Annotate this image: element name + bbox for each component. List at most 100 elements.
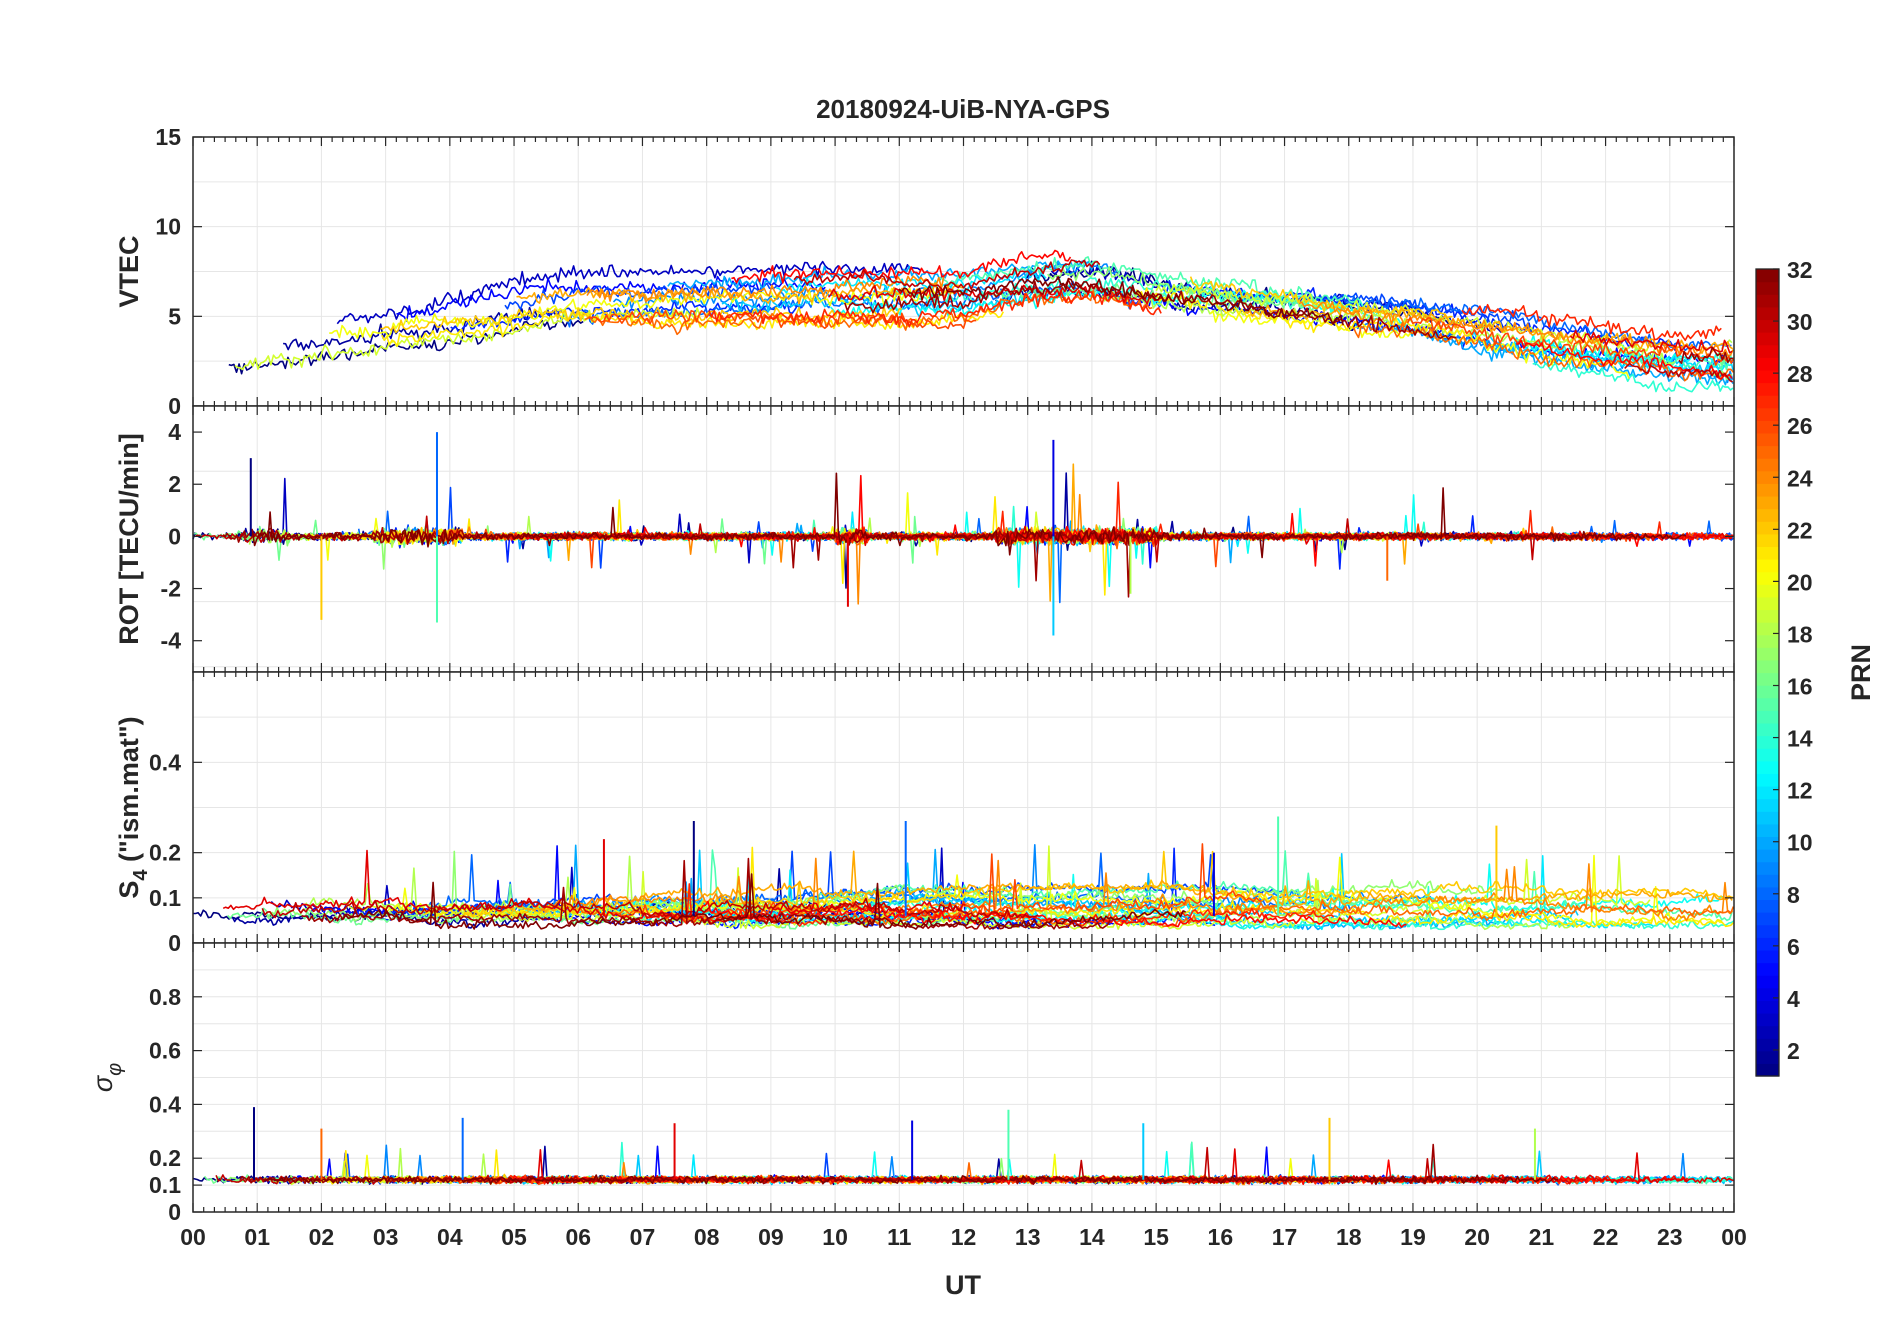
x-tick-label-4: 04 [437, 1224, 463, 1250]
colorbar-step-58 [1756, 332, 1779, 346]
y-tick-label-vtec-3: 15 [155, 124, 181, 150]
y-tick-label-sigma_phi-4: 0.6 [149, 1038, 181, 1064]
series-s4-prn-29 [222, 849, 966, 925]
colorbar-tick-label-10: 22 [1787, 517, 1813, 543]
y-tick-label-vtec-2: 10 [155, 214, 181, 240]
y-axis-label-rot: ROT [TECU/min] [114, 433, 144, 644]
series-vtec-prn-28-pass-2 [731, 249, 1072, 284]
colorbar-step-55 [1756, 369, 1779, 384]
colorbar-step-53 [1756, 395, 1779, 409]
colorbar-step-24 [1756, 760, 1779, 774]
colorbar-step-41 [1756, 546, 1779, 560]
colorbar-step-34 [1756, 634, 1779, 648]
y-tick-label-s4-0: 0 [168, 930, 181, 956]
x-tick-label-7: 07 [630, 1224, 656, 1250]
x-tick-label-18: 18 [1336, 1224, 1362, 1250]
colorbar-step-28 [1756, 710, 1779, 724]
colorbar-step-40 [1756, 559, 1779, 573]
series-vtec-prn-17-pass-2 [1711, 370, 1733, 381]
colorbar-step-38 [1756, 584, 1779, 598]
colorbar-step-50 [1756, 432, 1779, 447]
colorbar-tick-label-7: 16 [1787, 674, 1813, 700]
x-tick-label-5: 05 [501, 1224, 527, 1250]
y-tick-label-rot-4: 4 [168, 419, 181, 445]
series-vtec-prn-15 [938, 256, 1361, 303]
series-vtec-prn-22 [1189, 276, 1453, 319]
colorbar-step-19 [1756, 823, 1779, 838]
y-tick-label-sigma_phi-5: 0.8 [149, 984, 181, 1010]
colorbar-step-6 [1756, 987, 1779, 1001]
series-s4-prn-31 [301, 857, 1112, 930]
x-tick-label-21: 21 [1529, 1224, 1555, 1250]
colorbar-label: PRN [1846, 644, 1876, 701]
series-s4-prn-21 [423, 846, 1734, 928]
x-tick-label-1: 01 [244, 1224, 270, 1250]
colorbar-step-18 [1756, 836, 1779, 850]
x-tick-label-17: 17 [1272, 1224, 1298, 1250]
colorbar-step-51 [1756, 420, 1779, 434]
x-ticks-rot [192, 406, 1735, 672]
series-group-rot [192, 432, 1734, 636]
colorbar-step-13 [1756, 899, 1779, 913]
y-axis-label-vtec: VTEC [114, 235, 144, 307]
colorbar-tick-label-5: 12 [1787, 778, 1813, 804]
x-tick-label-12: 12 [951, 1224, 977, 1250]
series-vtec-prn-28 [1516, 339, 1733, 380]
colorbar-step-49 [1756, 445, 1779, 459]
x-tick-label-23: 23 [1657, 1224, 1683, 1250]
series-vtec-prn-1 [228, 318, 584, 375]
colorbar-tick-label-12: 26 [1787, 413, 1813, 439]
colorbar-step-37 [1756, 596, 1779, 611]
colorbar-step-2 [1756, 1038, 1779, 1052]
colorbar-frame [1755, 268, 1780, 1077]
colorbar-step-26 [1756, 735, 1779, 749]
y-axis-label-sigma_phi: σφ [88, 1063, 126, 1092]
colorbar-step-4 [1756, 1012, 1779, 1027]
colorbar-step-9 [1756, 949, 1779, 964]
colorbar-step-30 [1756, 685, 1779, 699]
series-vtec-prn-22-pass-2 [380, 306, 902, 334]
panel-sigma_phi: 00.10.2 0.4 0.6 0.8 σφ 00 01 02 03 04 05 06 07 08 09 10… [88, 942, 1747, 1250]
colorbar-step-45 [1756, 495, 1779, 510]
y-tick-label-rot-2: 0 [168, 523, 181, 549]
series-group-sigma_phi [192, 1107, 1734, 1186]
x-ticks-sigma_phi [192, 943, 1735, 1212]
y-tick-label-s4-3: 0.4 [149, 749, 181, 775]
x-ticks-s4 [192, 672, 1735, 943]
colorbar-tick-label-4: 10 [1787, 830, 1813, 856]
series-vtec-prn-29 [1569, 329, 1733, 354]
x-tick-label-0: 00 [180, 1224, 206, 1250]
x-tick-label-15: 15 [1143, 1224, 1169, 1250]
colorbar-step-54 [1756, 382, 1779, 396]
series-sigma_phi-prn-32 [263, 1174, 1559, 1185]
x-tick-label-16: 16 [1208, 1224, 1234, 1250]
series-vtec-prn-32-pass-2 [898, 276, 1344, 326]
series-vtec-prn-3 [336, 260, 921, 325]
colorbar-step-39 [1756, 571, 1779, 585]
x-tick-label-9: 09 [758, 1224, 784, 1250]
series-vtec-prn-14-pass-2 [1532, 362, 1734, 393]
colorbar-step-47 [1756, 470, 1779, 484]
y-tick-label-rot-3: 2 [168, 471, 181, 497]
colorbar-step-25 [1756, 748, 1779, 762]
y-axis-label-s4: S4 ("ism.mat") [114, 716, 152, 898]
panel-s4: 0 0.1 0.2 0.4S4 ("ism.mat") [114, 671, 1735, 956]
colorbar-tick-label-15: 32 [1787, 257, 1813, 283]
series-vtec-prn-27-pass-2 [708, 289, 1162, 328]
x-tick-label-6: 06 [565, 1224, 591, 1250]
colorbar-step-56 [1756, 357, 1779, 371]
series-vtec-prn-20-pass-2 [329, 287, 962, 339]
series-vtec-prn-27 [1461, 303, 1722, 342]
colorbar-step-59 [1756, 319, 1779, 333]
colorbar-step-42 [1756, 533, 1779, 548]
series-vtec-prn-31-pass-2 [844, 278, 1457, 340]
colorbar-step-0 [1756, 1063, 1779, 1077]
colorbar-step-14 [1756, 886, 1779, 901]
x-tick-label-13: 13 [1015, 1224, 1041, 1250]
colorbar-step-23 [1756, 773, 1779, 787]
colorbar-step-52 [1756, 407, 1779, 421]
colorbar-step-36 [1756, 609, 1779, 623]
colorbar-step-10 [1756, 937, 1779, 951]
colorbar-tick-label-13: 28 [1787, 361, 1813, 387]
